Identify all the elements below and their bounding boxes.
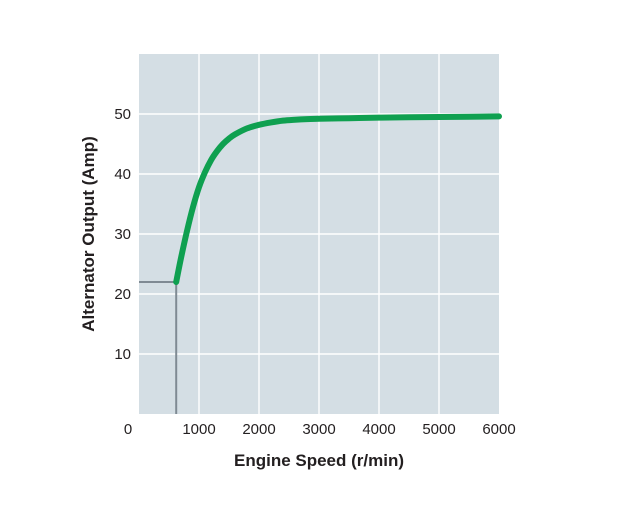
y-tick-label: 10 xyxy=(114,346,131,363)
y-tick-label: 20 xyxy=(114,286,131,303)
y-tick-label: 50 xyxy=(114,106,131,123)
drop-lines xyxy=(139,281,178,414)
y-tick-label: 40 xyxy=(114,166,131,183)
y-tick-labels: 10 20 30 40 50 xyxy=(114,106,131,363)
x-tick-label: 1000 xyxy=(182,421,215,438)
x-tick-label: 5000 xyxy=(422,421,455,438)
series-line xyxy=(173,113,502,285)
x-tick-label: 2000 xyxy=(242,421,275,438)
x-tick-labels: 0 1000 2000 3000 4000 5000 6000 xyxy=(124,421,516,438)
x-tick-label: 3000 xyxy=(302,421,335,438)
x-tick-label: 0 xyxy=(124,421,132,438)
x-axis-title: Engine Speed (r/min) xyxy=(234,451,404,470)
x-tick-label: 6000 xyxy=(482,421,515,438)
y-tick-label: 30 xyxy=(114,226,131,243)
y-axis-title: Alternator Output (Amp) xyxy=(79,136,98,331)
x-tick-label: 4000 xyxy=(362,421,395,438)
